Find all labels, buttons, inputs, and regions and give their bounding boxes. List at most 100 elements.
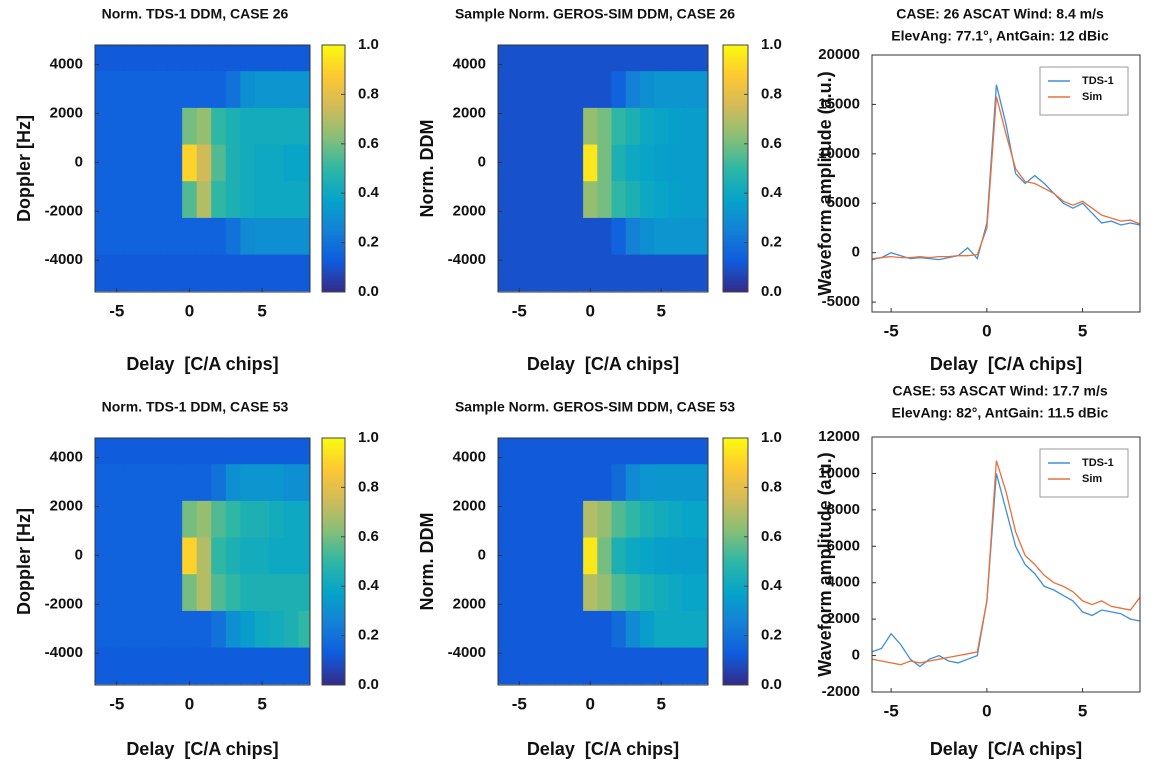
colorbar-tick-label: 0.4 bbox=[761, 577, 783, 594]
heatmap-cell bbox=[298, 254, 310, 292]
y-tick-label: 10000 bbox=[818, 464, 860, 481]
y-tick-label: -2000 bbox=[822, 683, 860, 700]
legend-box bbox=[1039, 66, 1129, 116]
heatmap-cell bbox=[95, 254, 111, 292]
heatmap-cell bbox=[138, 217, 154, 255]
heatmap-cell bbox=[124, 573, 140, 611]
heatmap-cell bbox=[583, 610, 598, 648]
heatmap-cell bbox=[597, 254, 613, 292]
heatmap-cell bbox=[182, 500, 198, 538]
heatmap-cell bbox=[95, 647, 111, 685]
y-axis-label: Norm. DDM bbox=[417, 120, 437, 218]
y-tick-label: 0 bbox=[852, 647, 860, 664]
heatmap-cell bbox=[269, 254, 285, 292]
x-tick-label: 0 bbox=[185, 694, 194, 713]
y-tick-label: 2000 bbox=[50, 104, 83, 121]
x-tick-label: 0 bbox=[585, 694, 594, 713]
heatmap-cell bbox=[109, 537, 125, 575]
heatmap-cell bbox=[225, 45, 241, 72]
heatmap-cell bbox=[182, 463, 198, 501]
heatmap-cell bbox=[498, 254, 513, 292]
heatmap-cell bbox=[682, 610, 698, 648]
heatmap-cell bbox=[654, 144, 669, 182]
heatmap-cell bbox=[682, 180, 698, 218]
heatmap-cell bbox=[597, 144, 613, 182]
heatmap-cell bbox=[568, 647, 584, 685]
heatmap-cell bbox=[526, 573, 542, 611]
heatmap-cell bbox=[625, 254, 641, 292]
y-tick-label: 0 bbox=[852, 244, 860, 261]
heatmap-cell bbox=[625, 45, 641, 72]
heatmap-cell bbox=[597, 70, 613, 108]
heatmap-cell bbox=[225, 180, 241, 218]
heatmap-cell bbox=[298, 500, 310, 538]
heatmap-cell bbox=[526, 107, 542, 145]
heatmap-cell bbox=[269, 537, 285, 575]
heatmap-cell bbox=[625, 70, 641, 108]
heatmap-cell bbox=[211, 537, 227, 575]
heatmap-cell bbox=[654, 463, 669, 501]
heatmap-cell bbox=[696, 438, 708, 465]
x-axis-label: Delay [C/A chips] bbox=[930, 354, 1082, 374]
y-tick-label: -2000 bbox=[45, 202, 83, 219]
y-tick-label: 2000 bbox=[453, 104, 486, 121]
heatmap-cell bbox=[269, 573, 285, 611]
heatmap-cell bbox=[540, 647, 556, 685]
heatmap-cell bbox=[540, 217, 556, 255]
heatmap-cell bbox=[225, 573, 241, 611]
heatmap-cell bbox=[124, 180, 140, 218]
chart-title: Sample Norm. GEROS-SIM DDM, CASE 26 bbox=[455, 6, 735, 22]
x-tick-label: 0 bbox=[585, 301, 594, 320]
heatmap-cell bbox=[109, 70, 125, 108]
heatmap-cell bbox=[696, 610, 708, 648]
heatmap-cell bbox=[625, 180, 641, 218]
heatmap-cell bbox=[597, 500, 613, 538]
line-series bbox=[871, 84, 1141, 261]
legend-label: Sim bbox=[1082, 473, 1102, 485]
x-tick-label: -5 bbox=[512, 694, 527, 713]
plot-frame bbox=[871, 54, 1141, 313]
heatmap-cell bbox=[182, 217, 198, 255]
heatmap-cell bbox=[95, 70, 111, 108]
heatmap-cell bbox=[240, 573, 256, 611]
heatmap-cell bbox=[639, 500, 655, 538]
heatmap-cell bbox=[526, 610, 542, 648]
colorbar-tick-label: 1.0 bbox=[358, 429, 379, 446]
heatmap-cell bbox=[498, 610, 513, 648]
y-tick-label: 2000 bbox=[50, 497, 83, 514]
heatmap-cell bbox=[95, 217, 111, 255]
y-tick-label: 0 bbox=[478, 153, 486, 170]
heatmap-cell bbox=[554, 144, 570, 182]
x-axis-label: Delay [C/A chips] bbox=[527, 354, 679, 374]
heatmap-cell bbox=[196, 217, 212, 255]
y-tick-label: 0 bbox=[478, 546, 486, 563]
heatmap-cell bbox=[254, 217, 270, 255]
heatmap-cell bbox=[240, 217, 256, 255]
heatmap-cell bbox=[654, 438, 669, 465]
heatmap-cell bbox=[153, 438, 169, 465]
x-tick-label: -5 bbox=[109, 694, 124, 713]
panel: 0.0 0.2 0.4 0.6 0.8 1.0 -5 0 5 -4000 -2000 0 2000 400… bbox=[14, 6, 380, 374]
heatmap-cell bbox=[138, 438, 154, 465]
heatmap-cell bbox=[95, 438, 111, 465]
heatmap-cell bbox=[138, 500, 154, 538]
heatmap-cell bbox=[124, 107, 140, 145]
panel: TDS-1 Sim -5 0 5 -5000 0 5000 10000 15000 20000 CAS… bbox=[815, 6, 1141, 374]
y-tick-label: 4000 bbox=[50, 449, 83, 466]
colorbar-tick-label: 1.0 bbox=[358, 36, 379, 53]
heatmap-cell bbox=[696, 217, 708, 255]
heatmap-cell bbox=[639, 537, 655, 575]
heatmap-cell bbox=[138, 70, 154, 108]
heatmap-cell bbox=[583, 254, 598, 292]
colorbar-tick-label: 0.4 bbox=[761, 184, 783, 201]
heatmap-cell bbox=[109, 144, 125, 182]
heatmap-cell bbox=[540, 500, 556, 538]
heatmap-cell bbox=[512, 537, 527, 575]
heatmap-cell bbox=[625, 610, 641, 648]
heatmap-cell bbox=[283, 70, 299, 108]
heatmap-cell bbox=[298, 463, 310, 501]
heatmap-cell bbox=[597, 217, 613, 255]
heatmap-cell bbox=[196, 70, 212, 108]
heatmap-cell bbox=[298, 45, 310, 72]
heatmap-cell bbox=[625, 537, 641, 575]
